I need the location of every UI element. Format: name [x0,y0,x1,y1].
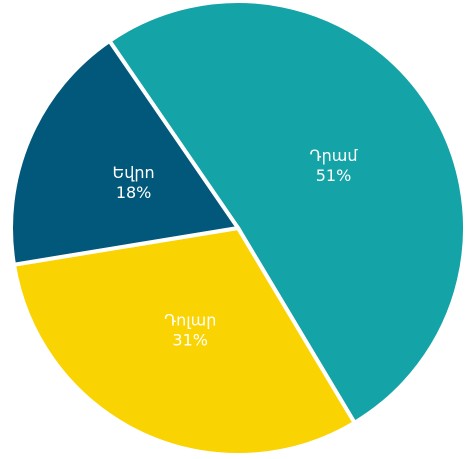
slice-label: Եվրո [113,163,155,182]
slice-value: 51% [316,166,352,185]
slice-value: 31% [172,330,208,349]
slice-value: 18% [116,183,152,202]
pie-slice [11,225,358,457]
slice-label: Դոլար [164,310,216,329]
slice-label: Դրամ [310,146,359,165]
pie-slice [106,0,467,426]
pie-slice [9,38,242,267]
